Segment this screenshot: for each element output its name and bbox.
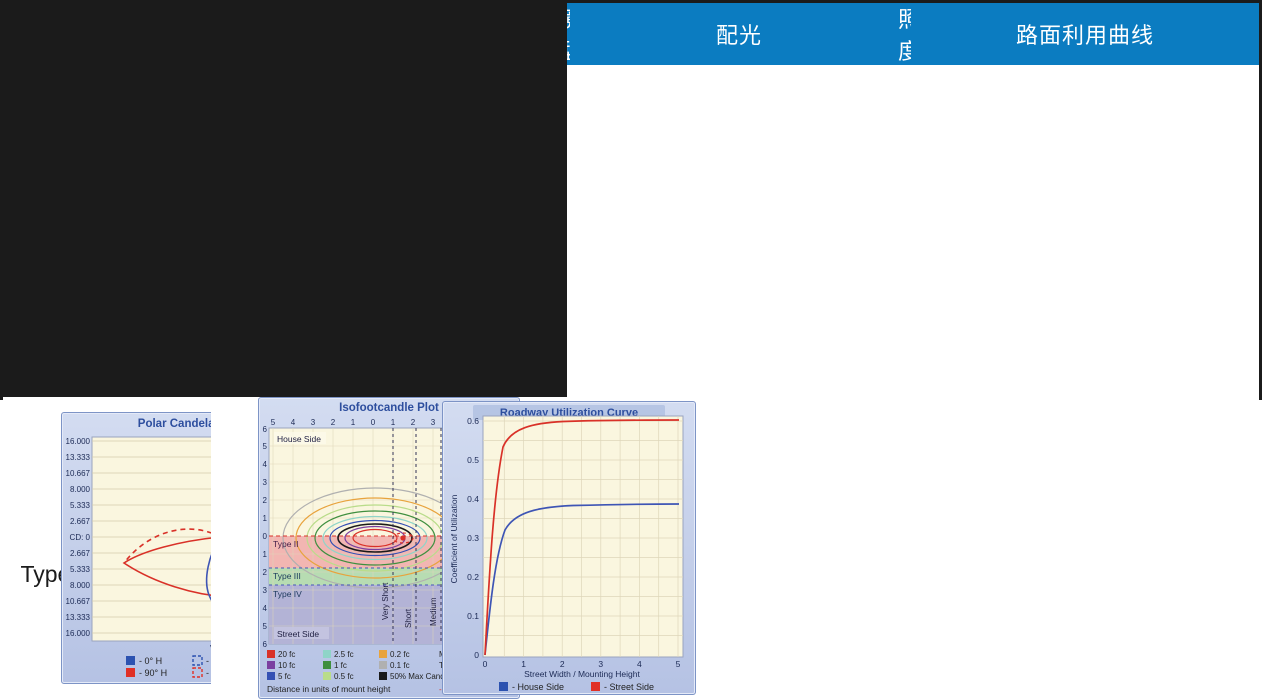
- svg-text:1: 1: [391, 418, 396, 427]
- svg-text:1: 1: [521, 659, 526, 669]
- footer-note: Distance in units of mount height: [267, 684, 391, 694]
- svg-text:2.667: 2.667: [69, 549, 90, 558]
- svg-text:1: 1: [263, 514, 268, 523]
- legend-swatch-270h: [191, 667, 203, 678]
- header-roadway-curve: 路面利用曲线: [911, 3, 1259, 65]
- chart-title: Isofootcandle Plot: [339, 402, 439, 414]
- svg-text:- 0° H: - 0° H: [139, 656, 162, 666]
- header-label: 配光: [715, 23, 762, 48]
- svg-text:- 90° H: - 90° H: [139, 668, 167, 678]
- legend-swatch-90h: [125, 668, 135, 677]
- type-iv-label: Type IV: [273, 589, 302, 599]
- legend-swatch-street: [590, 682, 600, 691]
- svg-text:5: 5: [263, 622, 268, 631]
- svg-text:0.4: 0.4: [467, 494, 479, 504]
- svg-text:4: 4: [263, 460, 268, 469]
- svg-text:5.333: 5.333: [69, 501, 90, 510]
- svg-text:3: 3: [598, 659, 603, 669]
- svg-text:2: 2: [263, 568, 268, 577]
- candela-tick-labels: 16.000 13.333 10.667 8.000 5.333 2.667 C…: [65, 437, 90, 638]
- svg-text:Very Short: Very Short: [381, 582, 390, 620]
- svg-text:0.2 fc: 0.2 fc: [390, 650, 410, 659]
- plot-area: [482, 415, 683, 658]
- svg-text:10 fc: 10 fc: [278, 661, 295, 670]
- svg-text:0.1: 0.1: [467, 611, 479, 621]
- svg-text:5: 5: [675, 659, 680, 669]
- svg-text:Medium: Medium: [429, 597, 438, 626]
- svg-text:16.000: 16.000: [65, 437, 90, 446]
- svg-text:8.000: 8.000: [69, 485, 90, 494]
- svg-text:1: 1: [351, 418, 356, 427]
- svg-text:Short: Short: [404, 608, 413, 628]
- svg-text:5: 5: [263, 442, 268, 451]
- svg-text:6: 6: [263, 425, 268, 434]
- svg-text:13.333: 13.333: [65, 613, 90, 622]
- header-distribution: 配光: [570, 3, 908, 65]
- x-tick-labels: 0 1 2 3 4 5: [482, 659, 680, 669]
- legend-swatch-house: [498, 682, 508, 691]
- svg-text:13.333: 13.333: [65, 453, 90, 462]
- svg-text:5 fc: 5 fc: [278, 672, 291, 681]
- svg-text:0: 0: [263, 532, 268, 541]
- column-divider: [211, 3, 567, 397]
- svg-text:0: 0: [482, 659, 487, 669]
- svg-text:3: 3: [263, 478, 268, 487]
- svg-text:4: 4: [291, 418, 296, 427]
- svg-text:6: 6: [263, 640, 268, 649]
- column-divider: [208, 3, 211, 397]
- y-tick-labels: 0.6 0.5 0.4 0.3 0.2 0.1 0: [467, 416, 479, 660]
- street-side-label: Street Side: [277, 629, 319, 639]
- roadway-legend: - House Side - Street Side: [498, 682, 654, 692]
- svg-text:16.000: 16.000: [65, 629, 90, 638]
- svg-text:10.667: 10.667: [65, 469, 90, 478]
- svg-text:- House Side: - House Side: [512, 682, 564, 692]
- svg-text:3: 3: [263, 586, 268, 595]
- svg-text:5.333: 5.333: [69, 565, 90, 574]
- svg-text:4: 4: [637, 659, 642, 669]
- svg-text:0.6: 0.6: [467, 416, 479, 426]
- svg-text:0.5 fc: 0.5 fc: [334, 672, 354, 681]
- svg-text:2.667: 2.667: [69, 517, 90, 526]
- house-side-label: House Side: [277, 434, 321, 444]
- cell-roadway-curve: Roadway Utilization Curve 0.6 0.5 0.4 0.…: [441, 397, 696, 699]
- svg-text:1 fc: 1 fc: [334, 661, 347, 670]
- legend-swatch-0h: [125, 656, 135, 665]
- svg-text:1: 1: [263, 550, 268, 559]
- legend-swatch-180h: [191, 655, 203, 666]
- column-divider: [3, 3, 208, 397]
- svg-text:20 fc: 20 fc: [278, 650, 295, 659]
- svg-text:3: 3: [431, 418, 436, 427]
- header-label: 路面利用曲线: [1015, 23, 1154, 48]
- svg-text:2: 2: [263, 496, 268, 505]
- svg-text:0.5: 0.5: [467, 455, 479, 465]
- svg-text:4: 4: [263, 604, 268, 613]
- svg-text:2.5 fc: 2.5 fc: [334, 650, 354, 659]
- svg-text:2: 2: [559, 659, 564, 669]
- svg-text:0.1 fc: 0.1 fc: [390, 661, 410, 670]
- svg-text:0.3: 0.3: [467, 533, 479, 543]
- svg-text:- Street Side: - Street Side: [604, 682, 654, 692]
- svg-text:0: 0: [474, 650, 479, 660]
- svg-text:8.000: 8.000: [69, 581, 90, 590]
- svg-text:CD: 0: CD: 0: [69, 533, 90, 542]
- svg-text:3: 3: [311, 418, 316, 427]
- svg-text:2: 2: [411, 418, 416, 427]
- type-ii-label: Type II: [273, 539, 299, 549]
- svg-text:2: 2: [331, 418, 336, 427]
- type-iii-label: Type III: [273, 571, 301, 581]
- roadway-utilization-chart: Roadway Utilization Curve 0.6 0.5 0.4 0.…: [441, 401, 696, 695]
- svg-text:5: 5: [271, 418, 276, 427]
- y-tick-labels: 6 5 4 3 2 1 0 1 2 3 4 5 6: [263, 425, 268, 649]
- x-axis-label: Street Width / Mounting Height: [524, 669, 640, 679]
- svg-text:0: 0: [371, 418, 376, 427]
- y-axis-label: Coefficient of Utilization: [449, 494, 459, 583]
- svg-text:10.667: 10.667: [65, 597, 90, 606]
- svg-text:0.2: 0.2: [467, 572, 479, 582]
